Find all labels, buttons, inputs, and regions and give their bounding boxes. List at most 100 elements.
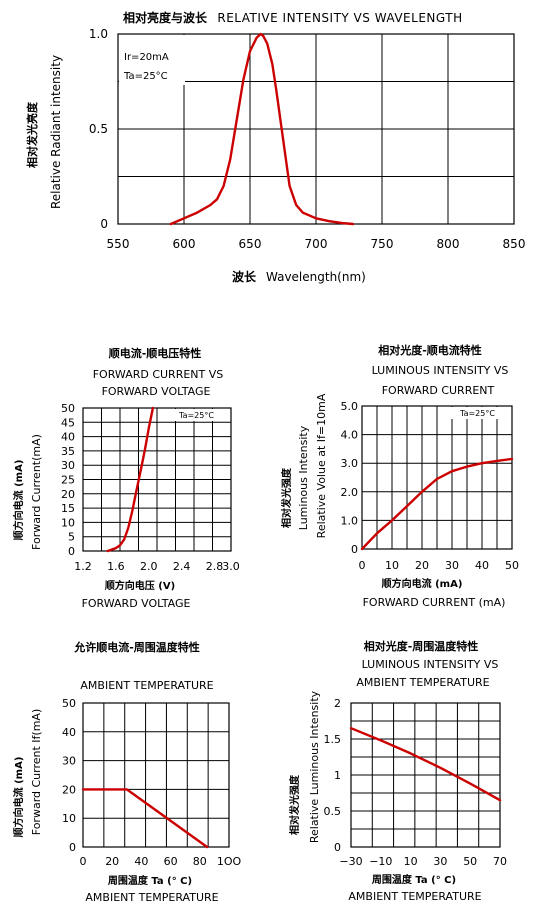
lc-ylabel-cn: 相对发光强度 <box>280 467 293 528</box>
x-tick-label: 1OO <box>217 855 242 868</box>
iv-condition-temp: Ta=25°C <box>178 411 214 420</box>
iv-grid <box>83 408 231 551</box>
lt-title-cn: 相对光度-周围温度特性 <box>364 639 479 653</box>
y-tick-label: 0 <box>100 217 108 231</box>
lt-plot-frame <box>350 702 501 848</box>
lt-xlabel: AMBIENT TEMPERATURE <box>348 890 481 903</box>
wavelength-ylabel-cn: 相对发光亮度 <box>25 101 39 168</box>
wavelength-xlabel-cn: 波长 <box>232 269 257 284</box>
x-tick-label: 600 <box>173 237 196 251</box>
y-tick-label: 40 <box>62 726 76 739</box>
x-tick-label: 50 <box>505 559 519 572</box>
wavelength-x-ticks: 550 600 650 700 750 800 850 <box>107 237 526 251</box>
x-tick-label: 0 <box>359 559 366 572</box>
wavelength-title: RELATIVE INTENSITY VS WAVELENGTH <box>217 11 462 25</box>
lt-x-ticks: −30 −10 10 30 50 70 <box>339 855 507 868</box>
y-tick-label: 10 <box>62 812 76 825</box>
wavelength-series-line <box>169 32 355 226</box>
x-tick-label: −30 <box>339 855 362 868</box>
y-tick-label: 0 <box>69 841 76 854</box>
y-tick-label: 20 <box>62 783 76 796</box>
y-tick-label: 2.0 <box>341 486 359 499</box>
y-tick-label: 35 <box>61 445 75 458</box>
x-tick-label: 30 <box>445 559 459 572</box>
lt-title-line2: AMBIENT TEMPERATURE <box>356 676 489 689</box>
iv-ylabel: Forward Current(mA) <box>30 434 43 550</box>
lc-condition-temp: Ta=25°C <box>459 409 495 418</box>
y-tick-label: 5 <box>68 531 75 544</box>
y-tick-label: 1.5 <box>324 733 342 746</box>
x-tick-label: 60 <box>164 855 178 868</box>
x-tick-label: 700 <box>305 237 328 251</box>
derating-title-line2: AMBIENT TEMPERATURE <box>80 679 213 692</box>
x-tick-label: 10 <box>385 559 399 572</box>
iv-title-cn: 顺电流-顺电压特性 <box>109 346 202 360</box>
lt-xlabel-cn: 周围温度 Ta (° C) <box>372 873 456 886</box>
luminous-temp-chart: 相对光度-周围温度特性 LUMINOUS INTENSITY VS AMBIEN… <box>288 639 507 903</box>
lt-series-line <box>349 727 502 802</box>
lc-title-line1: LUMINOUS INTENSITY VS <box>372 364 509 377</box>
iv-series-line <box>106 406 155 553</box>
wavelength-title-cn: 相对亮度与波长 <box>123 10 208 25</box>
wavelength-y-ticks: 0 0.5 1.0 <box>89 27 108 231</box>
derating-chart: 允许顺电流-周围温度特性 AMBIENT TEMPERATURE 0 20 40 60… <box>12 640 241 904</box>
y-tick-label: 5.0 <box>341 400 359 413</box>
x-tick-label: 750 <box>371 237 394 251</box>
lc-x-ticks: 0 10 20 30 40 50 <box>359 559 520 572</box>
iv-x-ticks: 1.2 1.6 2.0 2.4 2.83.0 <box>74 560 240 573</box>
wavelength-xlabel: Wavelength(nm) <box>266 270 366 284</box>
lc-grid <box>362 406 512 549</box>
y-tick-label: 0 <box>68 545 75 558</box>
y-tick-label: 1.0 <box>341 514 359 527</box>
y-tick-label: 45 <box>61 416 75 429</box>
lt-ylabel-cn: 相对发光强度 <box>288 774 301 835</box>
y-tick-label: 1.0 <box>89 27 108 41</box>
x-tick-label: 30 <box>433 855 447 868</box>
y-tick-label: 1 <box>334 769 341 782</box>
lc-plot-frame <box>361 405 513 550</box>
iv-xlabel-cn: 顺方向电压 (V) <box>105 579 175 592</box>
x-tick-label: 550 <box>107 237 130 251</box>
lc-y-ticks: 0 1.0 2.0 3.0 4.0 5.0 <box>341 400 359 556</box>
luminous-current-chart: 相对光度-顺电流特性 LUMINOUS INTENSITY VS FORWARD… <box>280 343 519 609</box>
x-tick-label: 40 <box>475 559 489 572</box>
x-tick-label: 20 <box>415 559 429 572</box>
lt-grid <box>351 703 500 847</box>
x-tick-label: 2.0 <box>140 560 158 573</box>
lc-title-cn: 相对光度-顺电流特性 <box>378 343 482 357</box>
y-tick-label: 25 <box>61 474 75 487</box>
derating-ylabel-cn: 顺方向电流 (mA) <box>12 757 25 838</box>
y-tick-label: 30 <box>62 755 76 768</box>
y-tick-label: 50 <box>61 402 75 415</box>
y-tick-label: 30 <box>61 459 75 472</box>
lc-series-line <box>360 457 514 551</box>
x-tick-label: 20 <box>105 855 119 868</box>
lc-xlabel-cn: 顺方向电流 (mA) <box>382 577 463 590</box>
iv-plot-frame <box>82 407 232 552</box>
y-tick-label: 15 <box>61 502 75 515</box>
lt-title-line1: LUMINOUS INTENSITY VS <box>362 658 499 671</box>
iv-conditions-box <box>169 409 230 421</box>
iv-xlabel: FORWARD VOLTAGE <box>82 597 191 610</box>
lt-y-ticks: 0 0.5 1 1.5 2 <box>324 697 342 854</box>
y-tick-label: 20 <box>61 488 75 501</box>
wavelength-conditions-box <box>119 35 185 85</box>
iv-title-line2: FORWARD VOLTAGE <box>102 385 211 398</box>
lc-conditions-box <box>451 407 511 419</box>
iv-ylabel-cn: 顺方向电流 (mA) <box>12 460 25 541</box>
x-tick-label: 3.0 <box>222 560 240 573</box>
x-tick-label: 0 <box>80 855 87 868</box>
wavelength-condition-temp: Ta=25°C <box>123 71 168 82</box>
derating-grid <box>83 703 229 847</box>
x-tick-label: 850 <box>503 237 526 251</box>
lc-ylabel-line2: Relative Volue at If=10mA <box>315 393 328 538</box>
x-tick-label: 650 <box>239 237 262 251</box>
derating-title-cn: 允许顺电流-周围温度特性 <box>73 640 200 654</box>
wavelength-ylabel: Relative Radiant intensity <box>49 55 63 209</box>
derating-series-line <box>81 788 209 849</box>
iv-title-line1: FORWARD CURRENT VS <box>93 368 224 381</box>
lt-ylabel: Relative Luminous Intensity <box>308 690 321 843</box>
iv-chart: 顺电流-顺电压特性 FORWARD CURRENT VS FORWARD VOL… <box>12 346 240 610</box>
